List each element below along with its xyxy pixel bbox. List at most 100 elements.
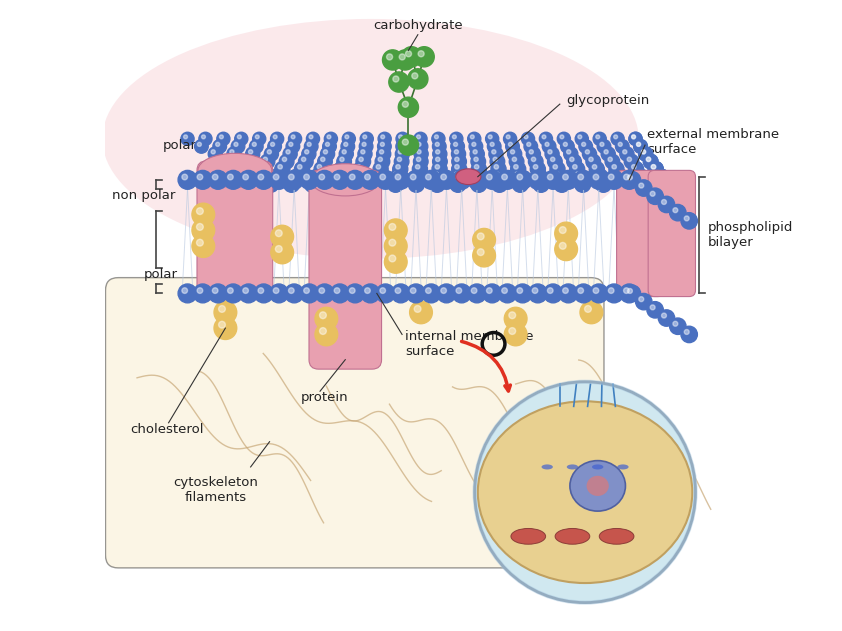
Circle shape [340,157,344,162]
Circle shape [268,139,281,153]
Circle shape [636,172,641,177]
Circle shape [456,288,461,293]
Circle shape [487,288,493,293]
Circle shape [524,135,528,139]
Circle shape [510,150,514,154]
Text: cholesterol: cholesterol [131,423,205,435]
Circle shape [376,165,381,169]
Circle shape [212,288,218,293]
Circle shape [299,154,313,169]
Circle shape [361,284,380,303]
Circle shape [271,225,294,248]
Circle shape [681,213,697,229]
Circle shape [535,172,540,177]
Circle shape [213,139,226,153]
Circle shape [214,317,237,339]
Circle shape [258,174,264,180]
Circle shape [407,284,425,303]
Circle shape [656,172,661,177]
Text: phospholipid
bilayer: phospholipid bilayer [708,221,793,249]
Circle shape [385,235,408,257]
Text: polar: polar [143,268,178,281]
Circle shape [624,172,641,188]
Circle shape [512,157,517,162]
Circle shape [662,313,667,318]
Circle shape [317,165,322,169]
Circle shape [470,147,484,161]
Circle shape [275,245,282,252]
Circle shape [517,174,523,180]
Circle shape [258,165,263,169]
Circle shape [653,169,669,184]
Circle shape [555,172,560,177]
Circle shape [179,170,197,189]
Circle shape [624,174,629,180]
Circle shape [512,176,528,192]
Circle shape [389,239,396,246]
Circle shape [502,174,508,180]
Circle shape [246,147,260,161]
Circle shape [482,284,502,303]
Circle shape [387,176,403,192]
Circle shape [248,150,253,154]
Circle shape [629,133,642,145]
Circle shape [381,135,385,139]
Circle shape [529,154,543,169]
Circle shape [661,179,666,184]
Circle shape [396,139,409,153]
Circle shape [394,154,409,169]
Circle shape [469,139,482,153]
FancyBboxPatch shape [309,170,381,369]
Circle shape [578,135,582,139]
Circle shape [653,169,669,184]
Circle shape [474,165,479,169]
Circle shape [681,326,697,343]
Circle shape [271,241,294,264]
Circle shape [514,165,518,169]
Circle shape [209,284,227,303]
Circle shape [620,147,634,161]
Circle shape [435,150,440,154]
Circle shape [455,150,459,154]
Circle shape [477,249,484,256]
Circle shape [605,154,620,169]
Circle shape [289,133,301,145]
Circle shape [363,135,367,139]
Circle shape [433,154,447,169]
Circle shape [319,327,327,334]
Circle shape [242,288,248,293]
Circle shape [313,172,317,177]
Circle shape [529,150,533,154]
Circle shape [216,133,230,145]
Circle shape [306,133,319,145]
Circle shape [425,174,431,180]
Circle shape [391,179,396,184]
Circle shape [396,133,409,145]
Circle shape [532,174,538,180]
Circle shape [266,179,271,184]
Circle shape [658,176,674,192]
Circle shape [295,162,310,177]
Circle shape [472,174,477,180]
Circle shape [293,172,297,177]
Ellipse shape [541,464,553,469]
Circle shape [194,284,212,303]
Circle shape [627,175,632,180]
Circle shape [512,169,527,184]
Circle shape [305,139,318,153]
Circle shape [258,288,264,293]
Circle shape [345,170,365,189]
Circle shape [639,297,644,302]
Text: internal membrane
surface: internal membrane surface [405,330,534,358]
Circle shape [395,288,401,293]
Circle shape [289,174,294,180]
Ellipse shape [555,529,589,544]
Circle shape [532,169,547,184]
Circle shape [354,172,358,177]
Circle shape [508,147,522,161]
Circle shape [467,170,487,189]
Circle shape [432,133,445,145]
Circle shape [547,154,562,169]
Circle shape [280,154,294,169]
Circle shape [197,143,201,146]
